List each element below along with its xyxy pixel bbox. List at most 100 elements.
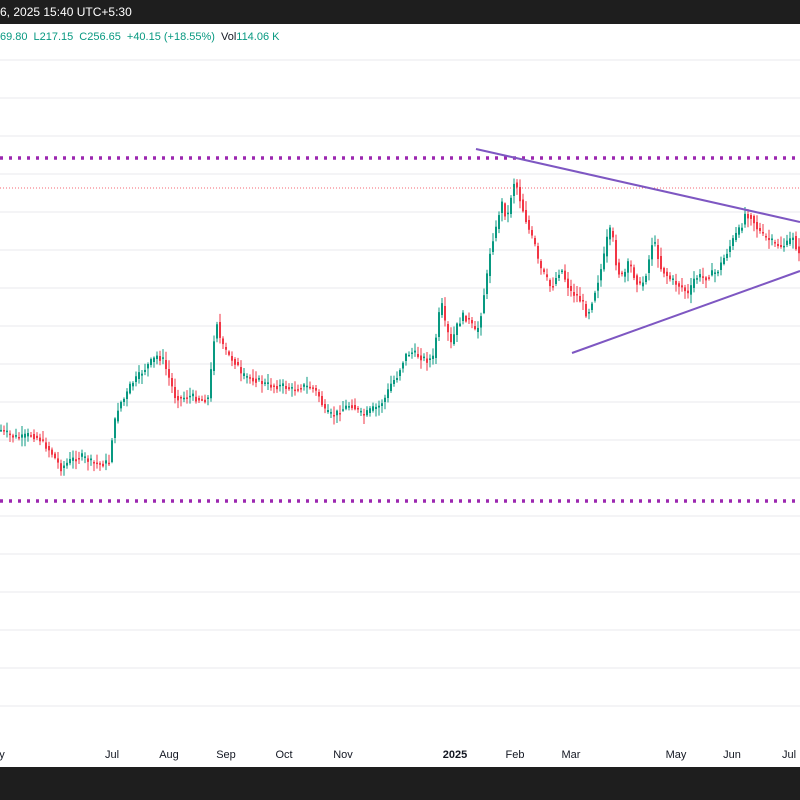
candle-body: [639, 281, 641, 284]
candle-body: [126, 391, 128, 399]
candle-body: [444, 306, 446, 321]
candle-body: [57, 458, 59, 463]
candle-body: [795, 236, 797, 250]
candle-body: [54, 453, 56, 459]
candle-body: [483, 295, 485, 313]
x-axis-label: Jul: [782, 749, 796, 761]
candle-body: [624, 271, 626, 277]
candle-body: [132, 382, 134, 387]
candle-body: [387, 389, 389, 398]
candle-body: [726, 253, 728, 258]
candle-body: [255, 378, 257, 383]
candle-body: [462, 312, 464, 321]
candle-body: [492, 241, 494, 252]
candle-body: [327, 410, 329, 412]
candle-body: [615, 240, 617, 266]
candle-body: [12, 435, 14, 438]
candle-body: [183, 397, 185, 400]
candle-body: [543, 269, 545, 273]
candle-body: [582, 300, 584, 302]
candle-body: [540, 261, 542, 269]
candle-body: [360, 410, 362, 413]
volume-value: 114.06 K: [236, 31, 280, 43]
candle-body: [345, 405, 347, 409]
chart-datetime: 6, 2025 15:40 UTC+5:30: [0, 5, 132, 19]
candle-body: [144, 369, 146, 372]
candle-body: [15, 435, 17, 437]
x-axis-label: 2025: [443, 749, 467, 761]
candle-body: [468, 318, 470, 320]
candle-body: [507, 212, 509, 215]
candle-body: [549, 280, 551, 287]
candle-body: [678, 283, 680, 287]
candle-body: [372, 406, 374, 411]
candle-body: [699, 274, 701, 278]
candle-body: [651, 245, 653, 260]
x-axis-label: y: [0, 749, 5, 761]
candle-body: [675, 281, 677, 285]
candle-body: [792, 237, 794, 240]
candle-body: [306, 385, 308, 388]
chart-annotations: [0, 148, 800, 503]
candle-body: [210, 369, 212, 399]
candle-body: [129, 383, 131, 394]
candle-body: [279, 384, 281, 387]
candle-body: [741, 227, 743, 231]
candle-body: [84, 456, 86, 458]
candle-body: [285, 386, 287, 389]
candle-body: [669, 275, 671, 280]
candle-body: [588, 312, 590, 314]
candle-body: [744, 213, 746, 225]
candle-body: [135, 376, 137, 382]
candle-body: [516, 182, 518, 188]
candle-body: [234, 359, 236, 365]
descending-trendline: [475, 148, 800, 223]
candle-body: [564, 270, 566, 280]
candle-body: [441, 303, 443, 315]
price-chart[interactable]: y Jul Aug Sep Oct Nov 2025 Feb Mar May Jun Jul: [0, 24, 800, 767]
candle-body: [729, 246, 731, 252]
candle-body: [567, 278, 569, 289]
candle-body: [276, 386, 278, 390]
candle-body: [294, 389, 296, 392]
volume-label: Vol: [220, 31, 237, 43]
candle-body: [465, 316, 467, 322]
candle-body: [393, 379, 395, 384]
candle-body: [438, 312, 440, 337]
candle-body: [321, 396, 323, 406]
candle-body: [405, 353, 407, 361]
candle-body: [657, 245, 659, 260]
candle-body: [180, 397, 182, 399]
candle-body: [663, 268, 665, 274]
candle-body: [243, 373, 245, 376]
candle-body: [660, 256, 662, 270]
candle-body: [513, 183, 515, 196]
candle-body: [381, 403, 383, 406]
candle-body: [156, 355, 158, 359]
candle-body: [195, 396, 197, 402]
candle-body: [171, 378, 173, 387]
candle-body: [648, 259, 650, 273]
candle-body: [147, 364, 149, 369]
candle-body: [609, 227, 611, 240]
candle-body: [18, 437, 20, 439]
candle-body: [63, 465, 65, 468]
candle-body: [561, 270, 563, 273]
bottom-bar: [0, 767, 800, 800]
x-axis-label: Oct: [275, 749, 292, 761]
candle-body: [783, 245, 785, 248]
candle-body: [123, 398, 125, 402]
candle-body: [495, 226, 497, 238]
x-axis-label: Sep: [216, 749, 236, 761]
candle-body: [666, 271, 668, 277]
candle-body: [189, 395, 191, 398]
candle-body: [69, 458, 71, 464]
candle-body: [66, 462, 68, 466]
candle-body: [324, 404, 326, 409]
candle-body: [270, 384, 272, 388]
candle-body: [534, 238, 536, 245]
candle-body: [411, 352, 413, 354]
candle-body: [225, 347, 227, 350]
candle-body: [501, 201, 503, 213]
candle-body: [606, 236, 608, 257]
